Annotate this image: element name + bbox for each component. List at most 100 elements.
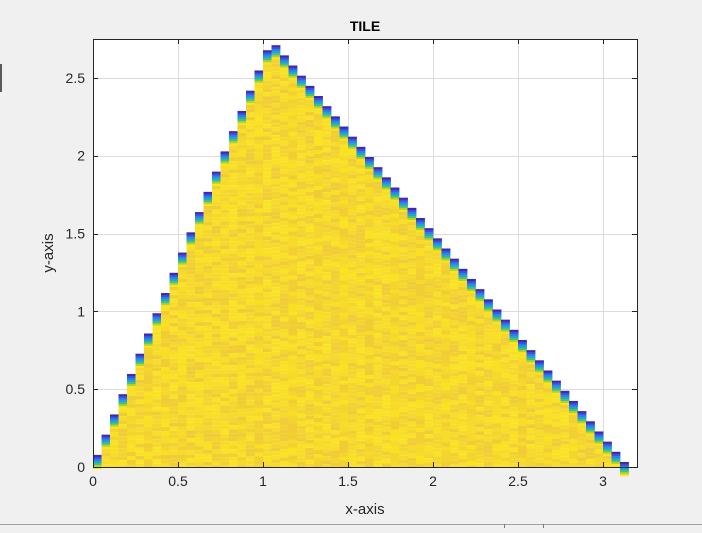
heatmap-cell xyxy=(314,326,323,330)
heatmap-cell xyxy=(238,301,247,305)
heatmap-cell xyxy=(595,453,604,457)
heatmap-cell xyxy=(416,428,425,432)
heatmap-cell xyxy=(170,443,179,447)
heatmap-cell xyxy=(297,386,306,390)
heatmap-edge-cell xyxy=(161,293,170,295)
heatmap-cell xyxy=(238,129,247,133)
heatmap-cell xyxy=(552,439,561,443)
heatmap-cell xyxy=(127,440,136,444)
heatmap-cell xyxy=(289,360,298,364)
heatmap-cell xyxy=(272,243,281,247)
heatmap-cell xyxy=(314,366,323,370)
heatmap-edge-cell xyxy=(153,323,162,325)
heatmap-cell xyxy=(272,415,281,419)
heatmap-cell xyxy=(161,335,170,339)
heatmap-cell xyxy=(246,277,255,281)
heatmap-cell xyxy=(212,230,221,234)
heatmap-cell xyxy=(510,460,519,464)
heatmap-edge-cell xyxy=(493,321,502,323)
heatmap-cell xyxy=(408,350,417,354)
heatmap-cell xyxy=(357,357,366,361)
heatmap-edge-cell xyxy=(586,427,595,429)
heatmap-cell xyxy=(289,448,298,452)
heatmap-cell xyxy=(297,342,306,346)
heatmap-cell xyxy=(297,366,306,370)
heatmap-cell xyxy=(459,311,468,315)
heatmap-cell xyxy=(374,417,383,421)
heatmap-cell xyxy=(238,265,247,269)
heatmap-cell xyxy=(289,428,298,432)
heatmap-cell xyxy=(297,190,306,194)
heatmap-cell xyxy=(306,332,315,336)
heatmap-cell xyxy=(433,252,442,256)
heatmap-cell xyxy=(374,393,383,397)
heatmap-cell xyxy=(399,232,408,236)
heatmap-cell xyxy=(238,177,247,181)
heatmap-cell xyxy=(467,385,476,389)
heatmap-edge-cell xyxy=(612,454,621,456)
heatmap-cell xyxy=(280,413,289,417)
heatmap-cell xyxy=(348,203,357,207)
heatmap-cell xyxy=(255,440,264,444)
heatmap-cell xyxy=(552,459,561,463)
heatmap-edge-cell xyxy=(357,159,366,161)
heatmap-cell xyxy=(314,182,323,186)
heatmap-edge-cell xyxy=(272,55,281,57)
heatmap-cell xyxy=(187,454,196,458)
heatmap-cell xyxy=(416,368,425,372)
heatmap-cell xyxy=(263,464,272,467)
heatmap-cell xyxy=(501,454,510,458)
heatmap-cell xyxy=(365,427,374,431)
heatmap-cell xyxy=(391,274,400,278)
heatmap-cell xyxy=(246,241,255,245)
heatmap-cell xyxy=(255,416,264,420)
heatmap-cell xyxy=(442,354,451,358)
heatmap-cell xyxy=(425,362,434,366)
heatmap-cell xyxy=(518,450,527,454)
heatmap-cell xyxy=(467,305,476,309)
heatmap-cell xyxy=(527,400,536,404)
heatmap-cell xyxy=(255,372,264,376)
heatmap-cell xyxy=(348,411,357,415)
heatmap-cell xyxy=(246,205,255,209)
heatmap-cell xyxy=(408,310,417,314)
heatmap-cell xyxy=(476,415,485,419)
heatmap-edge-cell xyxy=(170,281,179,283)
heatmap-cell xyxy=(306,272,315,276)
heatmap-edge-cell xyxy=(501,324,510,326)
heatmap-cell xyxy=(153,343,162,347)
heatmap-cell xyxy=(382,419,391,423)
heatmap-cell xyxy=(450,397,459,401)
heatmap-cell xyxy=(476,363,485,367)
heatmap-cell xyxy=(263,360,272,364)
heatmap-cell xyxy=(501,378,510,382)
heatmap-cell xyxy=(263,432,272,436)
heatmap-cell xyxy=(476,431,485,435)
heatmap-cell xyxy=(289,112,298,116)
heatmap-cell xyxy=(306,420,315,424)
heatmap-cell xyxy=(204,366,213,370)
heatmap-cell xyxy=(561,449,570,453)
heatmap-cell xyxy=(501,438,510,442)
heatmap-cell xyxy=(399,368,408,372)
heatmap-cell xyxy=(119,464,128,467)
heatmap-cell xyxy=(263,164,272,168)
heatmap-cell xyxy=(365,439,374,443)
heatmap-cell xyxy=(450,389,459,393)
heatmap-cell xyxy=(340,457,349,461)
heatmap-cell xyxy=(467,349,476,353)
heatmap-cell xyxy=(493,459,502,463)
heatmap-cell xyxy=(493,327,502,331)
heatmap-edge-cell xyxy=(255,76,264,78)
heatmap-cell xyxy=(187,246,196,250)
heatmap-cell xyxy=(391,210,400,214)
heatmap-cell xyxy=(280,277,289,281)
heatmap-cell xyxy=(391,334,400,338)
heatmap-cell xyxy=(459,327,468,331)
heatmap-edge-cell xyxy=(187,242,196,244)
heatmap-cell xyxy=(297,394,306,398)
heatmap-cell xyxy=(187,430,196,434)
heatmap-cell xyxy=(433,264,442,268)
heatmap-cell xyxy=(221,421,230,425)
